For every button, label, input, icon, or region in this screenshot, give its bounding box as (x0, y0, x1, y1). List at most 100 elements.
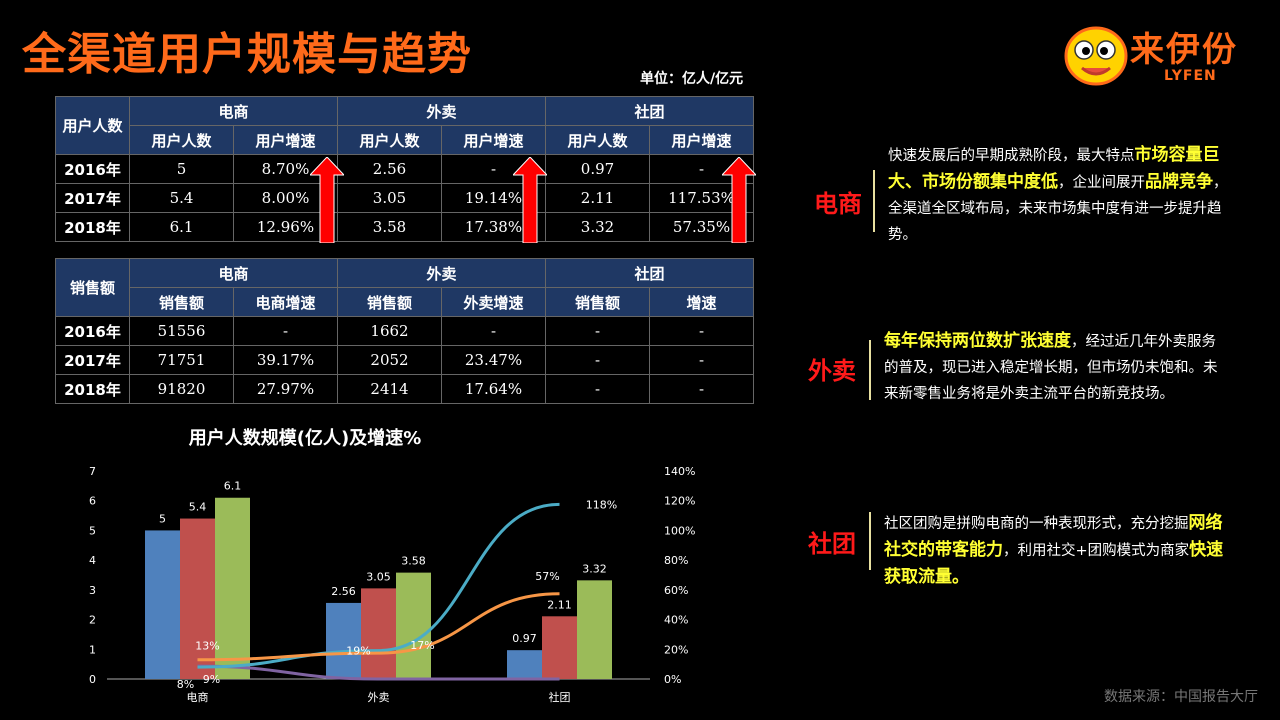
y-tick-label: 7 (89, 465, 96, 478)
group-header: 外卖 (337, 96, 546, 126)
segment-label-ecommerce: 电商 (814, 190, 862, 218)
body-text: ，经过近几年外卖服务的普及，现已进入稳定增长期，但市场仍未饱和。未来新零售业务将… (884, 334, 1218, 402)
growth-value-label: 13% (195, 640, 219, 653)
column-header: 用户人数 (129, 125, 234, 155)
table-cell: - (545, 374, 650, 404)
column-header: 用户增速 (441, 125, 546, 155)
table-cell: - (649, 345, 754, 375)
table-cell: 2414 (337, 374, 442, 404)
table-cell: 51556 (129, 316, 234, 346)
growth-value-label: 19% (346, 645, 370, 658)
highlight-text: 品牌竞争 (1145, 172, 1213, 192)
segment-label-delivery: 外卖 (808, 357, 856, 385)
column-header: 外卖增速 (441, 287, 546, 317)
table-row: 2018年 91820 27.97% 2414 17.64% - - (55, 374, 754, 404)
segment-text-group-buying: 社区团购是拼购电商的一种表现形式，充分挖掘网络社交的带客能力，利用社交+团购模式… (884, 510, 1224, 591)
y-tick-label: 6 (89, 495, 96, 508)
table-cell: 27.97% (233, 374, 338, 404)
column-header: 增速 (649, 287, 754, 317)
data-source: 数据来源：中国报告大厅 (1104, 689, 1258, 705)
growth-value-label: 17% (410, 639, 434, 652)
bar-value-label: 6.1 (224, 480, 242, 493)
table-corner: 销售额 (55, 258, 130, 317)
bar (396, 572, 431, 679)
bar-value-label: 2.56 (331, 585, 356, 598)
bar-value-label: 3.05 (366, 570, 391, 583)
column-header: 电商增速 (233, 287, 338, 317)
table-cell: - (545, 316, 650, 346)
table-row: 2017年 5.4 8.00% 3.05 19.14% 2.11 117.53% (55, 183, 754, 213)
column-header: 销售额 (337, 287, 442, 317)
body-text: 快速发展后的早期成熟阶段，最大特点 (888, 148, 1135, 164)
table-cell: 3.32 (545, 212, 650, 242)
body-text: 社区团购是拼购电商的一种表现形式，充分挖掘 (884, 516, 1189, 532)
growth-value-label: 8% (177, 678, 194, 691)
y-tick-label: 4 (89, 554, 96, 567)
table-cell: 0.97 (545, 154, 650, 184)
segment-divider (873, 170, 875, 232)
body-text: ，利用社交+团购模式为商家 (1003, 543, 1190, 559)
bar (507, 650, 542, 679)
x-tick-label: 外卖 (368, 691, 390, 704)
group-header: 社团 (545, 96, 754, 126)
bar-value-label: 3.32 (582, 562, 607, 575)
y2-tick-label: 0% (664, 673, 681, 686)
table-cell: - (545, 345, 650, 375)
logo-icon (1064, 26, 1128, 86)
bar-value-label: 5 (159, 512, 166, 525)
up-arrow-icon (310, 157, 344, 243)
growth-line (197, 502, 560, 669)
y2-tick-label: 60% (664, 584, 688, 597)
table-cell: 5 (129, 154, 234, 184)
table-cell: 39.17% (233, 345, 338, 375)
table-row: 2018年 6.1 12.96% 3.58 17.38% 3.32 57.35% (55, 212, 754, 242)
segment-divider (869, 340, 871, 400)
bar (361, 588, 396, 679)
y-tick-label: 2 (89, 614, 96, 627)
growth-value-label: 57% (535, 570, 559, 583)
table-cell: 1662 (337, 316, 442, 346)
segment-text-ecommerce: 快速发展后的早期成熟阶段，最大特点市场容量巨大、市场份额集中度低，企业间展开品牌… (888, 142, 1228, 248)
unit-label: 单位：亿人/亿元 (640, 71, 744, 87)
y2-tick-label: 100% (664, 524, 695, 537)
table-cell: - (649, 374, 754, 404)
bar (577, 580, 612, 679)
user-scale-chart: 用户人数规模(亿人)及增速% 0 1 2 3 4 5 6 7 0% 20% 40% 60% 80% 100%… (89, 427, 695, 704)
bar (542, 616, 577, 679)
table-row: 2017年 71751 39.17% 2052 23.47% - - (55, 345, 754, 375)
row-year: 2016年 (55, 154, 130, 184)
table-cell: 91820 (129, 374, 234, 404)
segment-text-delivery: 每年保持两位数扩张速度，经过近几年外卖服务的普及，现已进入稳定增长期，但市场仍未… (884, 328, 1224, 407)
table-cell: 5.4 (129, 183, 234, 213)
table-cell: - (649, 316, 754, 346)
page-title: 全渠道用户规模与趋势 (22, 29, 472, 80)
y-tick-label: 5 (89, 524, 96, 537)
logo-subtitle: LYFEN (1164, 68, 1217, 84)
row-year: 2016年 (55, 316, 130, 346)
row-year: 2018年 (55, 374, 130, 404)
table-cell: - (441, 316, 546, 346)
growth-line (197, 664, 560, 681)
segment-divider (869, 512, 871, 570)
bar-value-label: 2.11 (547, 598, 572, 611)
segment-label-group-buying: 社团 (808, 530, 856, 558)
bar-value-label: 5.4 (189, 501, 207, 514)
column-header: 用户人数 (337, 125, 442, 155)
highlight-text: 快速获取流量。 (884, 540, 1224, 587)
table-cell: 3.05 (337, 183, 442, 213)
highlight-text: 市场容量巨大、市场份额集中度低 (888, 145, 1220, 192)
table-row: 2016年 5 8.70% 2.56 - 0.97 - (55, 154, 754, 184)
body-text: ，企业间展开 (1058, 175, 1145, 191)
growth-line (197, 592, 560, 662)
table-cell: 17.64% (441, 374, 546, 404)
table-cell: 2.56 (337, 154, 442, 184)
y2-tick-label: 40% (664, 614, 688, 627)
column-header: 用户增速 (233, 125, 338, 155)
logo-name: 来伊份 (1130, 30, 1238, 70)
y2-tick-label: 140% (664, 465, 695, 478)
y2-tick-label: 80% (664, 554, 688, 567)
bar (145, 530, 180, 679)
column-header: 用户增速 (649, 125, 754, 155)
table-cell: 2.11 (545, 183, 650, 213)
up-arrow-icon (513, 157, 547, 243)
